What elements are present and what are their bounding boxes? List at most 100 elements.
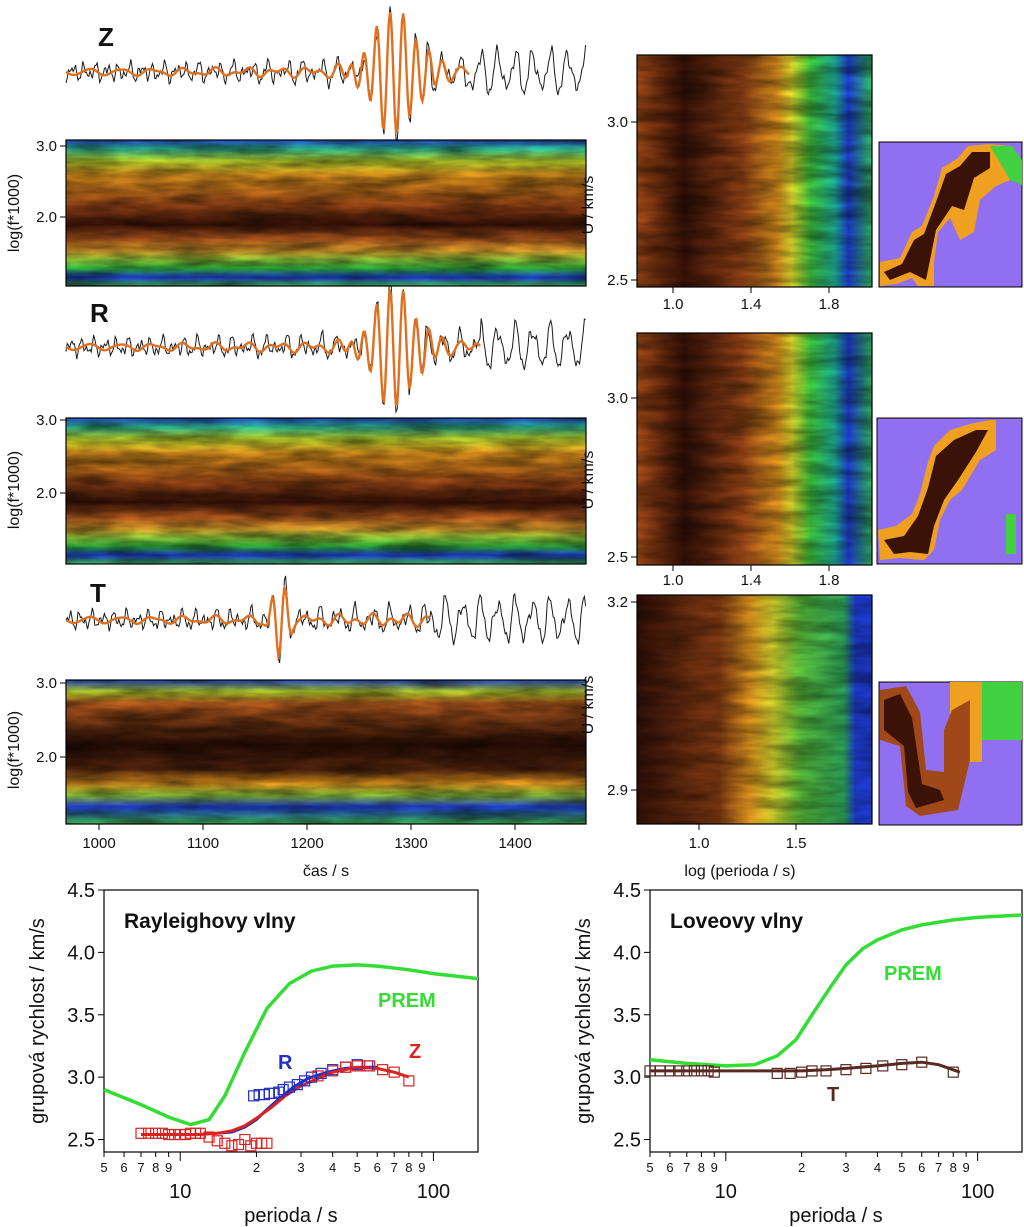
spectrogram-z — [65, 139, 587, 287]
tick-label: 7 — [137, 1160, 144, 1175]
velocity-panel-r: 3.0 2.5 U / km/s 1.0 1.4 1.8 — [580, 332, 873, 589]
point-r-points — [283, 1081, 296, 1093]
y-axis-label: grupová rychlost / km/s — [573, 918, 595, 1124]
point-t-points — [820, 1065, 832, 1077]
point-z-points — [388, 1066, 400, 1078]
point-z-points — [203, 1131, 215, 1143]
tick-label: 2.5 — [607, 272, 628, 289]
point-z-points — [364, 1060, 376, 1072]
tick-label: 1.0 — [689, 835, 710, 852]
tick-label: 9 — [963, 1160, 970, 1175]
tick-label: 8 — [405, 1160, 412, 1175]
point-t-points — [702, 1065, 714, 1077]
tick-label: 5 — [354, 1160, 361, 1175]
tick-label: 5 — [898, 1160, 905, 1175]
plot-frame — [103, 889, 479, 1153]
filter-inset-t — [878, 681, 1023, 826]
tick-label: 4.5 — [613, 880, 641, 902]
tick-label: 100 — [417, 1181, 450, 1203]
point-t-points — [771, 1067, 783, 1080]
series-label-r: R — [278, 1052, 293, 1074]
point-z-points — [327, 1065, 339, 1077]
seismograms — [65, 6, 587, 664]
tick-label: 4 — [874, 1160, 881, 1175]
point-t-points — [916, 1056, 928, 1068]
axis-label: U / km/s — [580, 176, 597, 235]
tick-label: 10 — [169, 1181, 191, 1203]
point-r-points — [291, 1079, 303, 1091]
tick-label: 1200 — [290, 835, 323, 852]
tick-label: 3.0 — [607, 390, 628, 407]
trace-raw-1 — [65, 275, 586, 414]
tick-label: 6 — [918, 1160, 925, 1175]
tick-label: 2.0 — [36, 485, 57, 502]
tick-label: 3.5 — [67, 1005, 95, 1027]
trace-filtered-0 — [65, 12, 470, 134]
series-prem — [103, 963, 479, 1127]
point-z-points — [168, 1128, 181, 1141]
tick-label: 3 — [297, 1160, 304, 1175]
point-z-points — [261, 1137, 273, 1149]
tick-label: 3.0 — [607, 114, 628, 131]
spectrogram-z-axis: 3.0 2.0 log(f*1000) — [6, 138, 66, 252]
trace-filtered-1 — [65, 289, 481, 407]
tick-label: 1100 — [187, 835, 219, 852]
tick-label: 7 — [391, 1160, 398, 1175]
tick-label: 4.5 — [67, 880, 95, 902]
point-z-points — [239, 1133, 251, 1146]
tick-label: 2 — [253, 1160, 260, 1175]
tick-label: 8 — [698, 1160, 705, 1175]
point-t-points — [664, 1065, 676, 1077]
point-r-points — [315, 1067, 327, 1080]
tick-label: 2.0 — [36, 749, 57, 766]
tick-label: 2.0 — [36, 209, 57, 226]
tick-label: 8 — [152, 1160, 159, 1175]
series-label-prem: PREM — [884, 963, 942, 985]
tick-label: 6 — [120, 1160, 127, 1175]
point-z-points — [377, 1064, 389, 1076]
axis-label: čas / s — [303, 863, 349, 880]
point-z-points — [340, 1061, 352, 1073]
filter-inset-r — [876, 417, 1023, 565]
point-t-points — [708, 1066, 720, 1078]
point-z-points — [312, 1070, 324, 1082]
point-z-points — [245, 1140, 257, 1152]
trace-filtered-2 — [65, 584, 431, 661]
point-z-points — [194, 1127, 206, 1139]
point-t-points — [806, 1065, 818, 1077]
tick-label: 6 — [666, 1160, 673, 1175]
tick-label: 1.0 — [663, 572, 684, 589]
point-t-points — [947, 1066, 959, 1078]
tick-label: 5 — [646, 1160, 653, 1175]
tick-label: 9 — [711, 1160, 718, 1175]
tick-label: 7 — [935, 1160, 942, 1175]
point-t-points — [695, 1065, 708, 1077]
series-z — [141, 1065, 410, 1136]
tick-label: 2 — [798, 1160, 805, 1175]
plot-frame — [649, 889, 1023, 1153]
point-z-points — [150, 1127, 162, 1139]
tick-label: 1.8 — [819, 296, 840, 313]
tick-label: 1.5 — [786, 835, 807, 852]
point-z-points — [219, 1137, 231, 1149]
point-z-points — [135, 1127, 147, 1139]
point-t-points — [896, 1059, 908, 1071]
tick-label: 1.4 — [741, 572, 762, 589]
spectrogram-t — [65, 679, 587, 825]
tick-label: 2.9 — [607, 782, 628, 799]
tick-label: 3.5 — [613, 1005, 641, 1027]
tick-label: 3.2 — [607, 594, 628, 611]
tick-label: 4.0 — [613, 942, 641, 964]
series-label-z: Z — [409, 1041, 421, 1063]
axis-label: log(f*1000) — [6, 451, 23, 529]
tick-label: 5 — [100, 1160, 107, 1175]
chart-rayleigh: 2.53.03.54.04.55 6 7 8 9 2 3 4 5 6 7 8 910 100perioda… — [27, 880, 479, 1227]
tick-label: 10 — [715, 1181, 737, 1203]
component-label-t: T — [90, 578, 106, 608]
tick-label: 1.8 — [819, 572, 840, 589]
tick-label: 3.0 — [67, 1067, 95, 1089]
axis-label: U / km/s — [580, 676, 597, 735]
point-z-points — [351, 1060, 363, 1072]
tick-label: 3 — [842, 1160, 849, 1175]
